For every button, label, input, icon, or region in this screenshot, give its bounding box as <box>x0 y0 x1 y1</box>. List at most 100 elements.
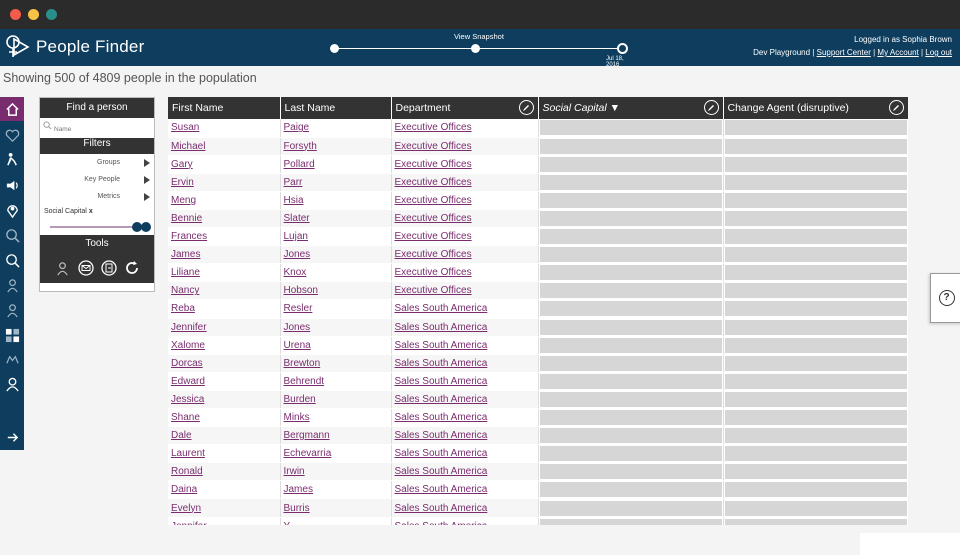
last-name-link[interactable]: Paige <box>283 122 310 134</box>
last-name-link[interactable]: Bergmann <box>283 430 330 442</box>
first-name-link[interactable]: Meng <box>171 194 197 206</box>
edit-column-icon[interactable] <box>518 100 534 115</box>
social-capital-range-slider[interactable] <box>40 219 154 235</box>
department-link[interactable]: Sales South America <box>394 484 488 496</box>
support-center-link[interactable]: Support Center <box>816 48 871 57</box>
first-name-link[interactable]: Dorcas <box>171 357 203 369</box>
edit-column-icon[interactable] <box>888 100 904 115</box>
person-tool-icon[interactable] <box>54 260 71 277</box>
last-name-link[interactable]: Burden <box>283 393 316 405</box>
last-name-link[interactable]: Brewton <box>283 357 321 369</box>
department-link[interactable]: Executive Offices <box>394 213 472 225</box>
first-name-link[interactable]: Shane <box>171 412 200 424</box>
timeline-start-point[interactable] <box>330 44 339 53</box>
first-name-link[interactable]: Gary <box>171 158 193 170</box>
first-name-link[interactable]: Frances <box>171 231 208 243</box>
last-name-link[interactable]: Resler <box>283 303 313 315</box>
timeline-current-point[interactable] <box>617 43 628 54</box>
person-badge-icon[interactable] <box>2 275 22 295</box>
network-heart-icon[interactable] <box>2 125 22 145</box>
zoom-search-icon[interactable] <box>2 250 22 270</box>
slider-max-handle[interactable] <box>141 222 151 232</box>
last-name-link[interactable]: Echevarria <box>283 448 332 460</box>
first-name-link[interactable]: Dale <box>171 430 192 442</box>
slider-min-handle[interactable] <box>132 222 142 232</box>
help-button[interactable]: ? <box>930 273 960 323</box>
department-link[interactable]: Executive Offices <box>394 231 472 243</box>
department-link[interactable]: Sales South America <box>394 448 488 460</box>
person-outline-icon[interactable] <box>2 374 22 394</box>
last-name-link[interactable]: Behrendt <box>283 375 325 387</box>
name-search-field[interactable] <box>40 118 154 138</box>
last-name-link[interactable]: Minks <box>283 412 310 424</box>
department-link[interactable]: Sales South America <box>394 357 488 369</box>
department-link[interactable]: Executive Offices <box>394 158 472 170</box>
last-name-link[interactable]: Burris <box>283 502 310 514</box>
first-name-link[interactable]: Edward <box>171 375 205 387</box>
last-name-link[interactable]: Forsyth <box>283 140 317 152</box>
view-snapshot-label[interactable]: View Snapshot <box>454 32 504 41</box>
last-name-link[interactable]: Knox <box>283 267 307 279</box>
column-social-capital[interactable]: Social Capital ▼ <box>538 97 724 119</box>
department-link[interactable]: Sales South America <box>394 339 488 351</box>
last-name-link[interactable]: Pollard <box>283 158 315 170</box>
first-name-link[interactable]: Ronald <box>171 466 203 478</box>
first-name-link[interactable]: Reba <box>171 303 195 315</box>
first-name-link[interactable]: Jennifer <box>171 521 207 525</box>
home-icon[interactable] <box>0 97 24 121</box>
first-name-link[interactable]: Ervin <box>171 176 194 188</box>
filter-metrics[interactable]: Metrics <box>40 188 154 205</box>
first-name-link[interactable]: Xalome <box>171 339 205 351</box>
column-department[interactable]: Department <box>391 97 539 119</box>
department-link[interactable]: Sales South America <box>394 412 488 424</box>
first-name-link[interactable]: Daina <box>171 484 198 496</box>
first-name-link[interactable]: Bennie <box>171 213 203 225</box>
department-link[interactable]: Executive Offices <box>394 122 472 134</box>
first-name-link[interactable]: Nancy <box>171 285 200 297</box>
department-link[interactable]: Sales South America <box>394 393 488 405</box>
department-link[interactable]: Executive Offices <box>394 194 472 206</box>
expand-arrow-icon[interactable] <box>2 427 22 447</box>
my-account-link[interactable]: My Account <box>877 48 919 57</box>
refresh-icon[interactable] <box>123 260 140 277</box>
last-name-link[interactable]: Hsia <box>283 194 304 206</box>
last-name-link[interactable]: Jones <box>283 321 311 333</box>
department-link[interactable]: Executive Offices <box>394 267 472 279</box>
last-name-link[interactable]: Hobson <box>283 285 318 297</box>
last-name-link[interactable]: Slater <box>283 213 310 225</box>
broadcast-icon[interactable] <box>2 175 22 195</box>
hands-icon[interactable] <box>2 349 22 369</box>
remove-filter-button[interactable]: x <box>88 208 93 215</box>
grid-matrix-icon[interactable] <box>2 325 22 345</box>
last-name-link[interactable]: Urena <box>283 339 311 351</box>
close-window-button[interactable] <box>10 9 21 20</box>
filter-key-people[interactable]: Key People <box>40 171 154 188</box>
department-link[interactable]: Sales South America <box>394 430 488 442</box>
first-name-link[interactable]: Michael <box>171 140 206 152</box>
email-icon[interactable] <box>77 260 94 277</box>
log-out-link[interactable]: Log out <box>925 48 952 57</box>
name-search-input[interactable] <box>40 121 154 138</box>
first-name-link[interactable]: James <box>171 249 201 261</box>
person-search-icon[interactable] <box>2 300 22 320</box>
department-link[interactable]: Sales South America <box>394 502 488 514</box>
first-name-link[interactable]: Jennifer <box>171 321 207 333</box>
zoom-window-button[interactable] <box>46 9 57 20</box>
department-link[interactable]: Executive Offices <box>394 140 472 152</box>
first-name-link[interactable]: Liliane <box>171 267 200 279</box>
department-link[interactable]: Sales South America <box>394 375 488 387</box>
last-name-link[interactable]: Y... <box>284 521 298 525</box>
department-link[interactable]: Executive Offices <box>394 176 472 188</box>
column-first-name[interactable]: First Name <box>168 97 281 119</box>
last-name-link[interactable]: Lujan <box>283 231 308 243</box>
department-link[interactable]: Executive Offices <box>394 285 472 297</box>
snapshot-timeline[interactable]: View Snapshot Jul 18, 2016 <box>330 29 630 68</box>
department-link[interactable]: Sales South America <box>394 303 488 315</box>
column-change-agent[interactable]: Change Agent (disruptive) <box>723 97 908 119</box>
search-people-icon[interactable] <box>2 225 22 245</box>
timeline-snapshot-point[interactable] <box>471 44 480 53</box>
last-name-link[interactable]: Parr <box>283 176 303 188</box>
first-name-link[interactable]: Laurent <box>171 448 205 460</box>
department-link[interactable]: Sales South America <box>394 321 488 333</box>
location-pin-icon[interactable] <box>2 200 22 220</box>
